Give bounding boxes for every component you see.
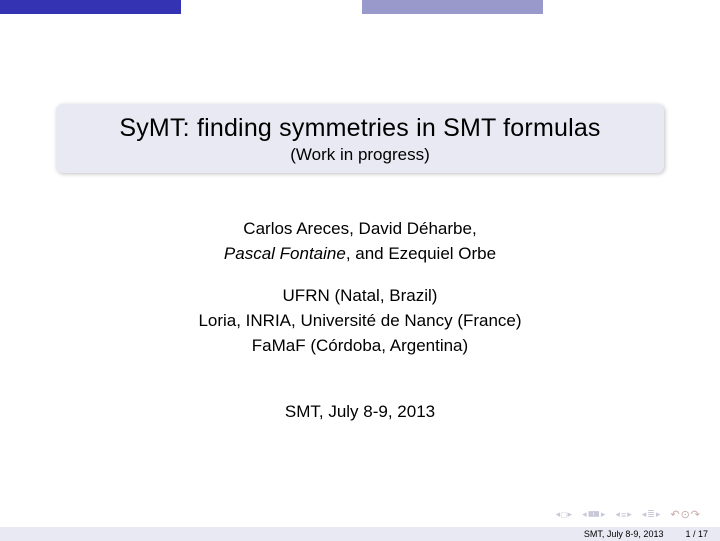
subsection-icon: ≡	[621, 510, 626, 520]
footer-date: SMT, July 8-9, 2013	[584, 529, 664, 539]
venue-line: SMT, July 8-9, 2013	[285, 402, 435, 422]
title-subtitle: (Work in progress)	[70, 145, 650, 165]
title-box: SyMT: finding symmetries in SMT formulas…	[56, 104, 664, 173]
title-main: SyMT: finding symmetries in SMT formulas	[70, 114, 650, 143]
nav-slide-group[interactable]: ◂ □ ▸	[556, 509, 573, 520]
affiliations-block: UFRN (Natal, Brazil) Loria, INRIA, Unive…	[198, 284, 521, 358]
affiliation-1: UFRN (Natal, Brazil)	[198, 284, 521, 309]
nav-subsection-group[interactable]: ◂ ≡ ▸	[615, 509, 631, 520]
author-emphasized: Pascal Fontaine	[224, 244, 346, 263]
loop-icon: ↷	[691, 508, 700, 521]
chevron-right-icon: ▸	[656, 509, 661, 520]
section-icon: ≣	[647, 509, 655, 520]
affiliation-2: Loria, INRIA, Université de Nancy (Franc…	[198, 309, 521, 334]
nav-appendix-group[interactable]: ↶ ⊙ ↷	[670, 508, 700, 521]
slide-icon: □	[561, 510, 566, 520]
chevron-left-icon: ◂	[556, 509, 561, 520]
chevron-right-icon: ▸	[627, 509, 632, 520]
chevron-left-icon: ◂	[582, 509, 587, 520]
back-forward-icon: ↶	[670, 508, 679, 521]
search-icon: ⊙	[681, 508, 690, 521]
chevron-left-icon: ◂	[642, 509, 647, 520]
footer-page-number: 1 / 17	[685, 529, 708, 539]
nav-frame-group[interactable]: ◂ 🀰 ▸	[582, 509, 605, 520]
slide-content: SyMT: finding symmetries in SMT formulas…	[0, 0, 720, 541]
authors-line-2: Pascal Fontaine, and Ezequiel Orbe	[224, 242, 496, 267]
footer-bar: SMT, July 8-9, 2013 1 / 17	[0, 527, 720, 541]
frame-icon: 🀰	[588, 509, 600, 520]
authors-block: Carlos Areces, David Déharbe, Pascal Fon…	[224, 217, 496, 266]
beamer-nav-icons: ◂ □ ▸ ◂ 🀰 ▸ ◂ ≡ ▸ ◂ ≣ ▸ ↶ ⊙ ↷	[556, 508, 700, 521]
authors-line-1: Carlos Areces, David Déharbe,	[224, 217, 496, 242]
chevron-right-icon: ▸	[568, 509, 573, 520]
authors-line-2-rest: , and Ezequiel Orbe	[346, 244, 496, 263]
chevron-right-icon: ▸	[601, 509, 606, 520]
chevron-left-icon: ◂	[615, 509, 620, 520]
nav-section-group[interactable]: ◂ ≣ ▸	[642, 509, 661, 520]
affiliation-3: FaMaF (Córdoba, Argentina)	[198, 334, 521, 359]
